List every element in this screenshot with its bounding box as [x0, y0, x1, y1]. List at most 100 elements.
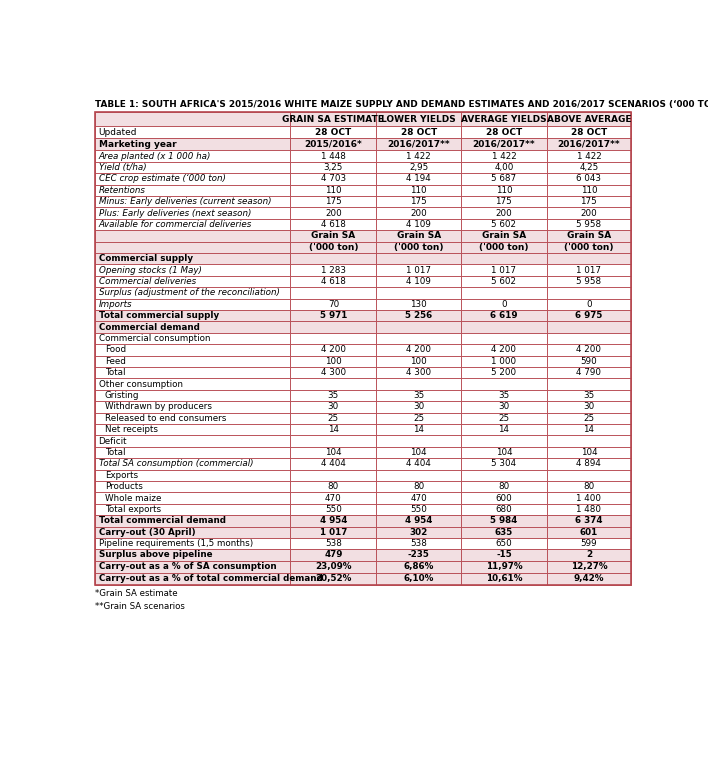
Bar — [547, 112, 631, 126]
Bar — [290, 253, 376, 264]
Bar — [376, 515, 461, 526]
Bar — [547, 435, 631, 447]
Text: **Grain SA scenarios: **Grain SA scenarios — [95, 601, 185, 611]
Text: Pipeline requirements (1,5 months): Pipeline requirements (1,5 months) — [98, 539, 253, 548]
Bar — [547, 310, 631, 322]
Text: 4,25: 4,25 — [579, 163, 598, 172]
Bar — [547, 549, 631, 561]
Bar — [290, 150, 376, 162]
Text: -235: -235 — [408, 551, 430, 559]
Bar — [95, 196, 290, 208]
Bar — [376, 196, 461, 208]
Bar — [461, 332, 547, 344]
Bar — [376, 332, 461, 344]
Bar — [376, 231, 461, 241]
Text: 28 OCT: 28 OCT — [486, 128, 522, 136]
Bar — [547, 208, 631, 219]
Bar — [290, 447, 376, 458]
Text: Grain SA: Grain SA — [567, 231, 611, 241]
Bar — [461, 264, 547, 276]
Bar — [95, 185, 290, 196]
Bar — [376, 470, 461, 481]
Bar — [376, 138, 461, 150]
Text: -15: -15 — [496, 551, 512, 559]
Bar — [376, 287, 461, 299]
Bar — [95, 299, 290, 310]
Bar — [547, 378, 631, 390]
Bar — [290, 231, 376, 241]
Bar — [376, 344, 461, 355]
Bar — [95, 470, 290, 481]
Text: Surplus (adjustment of the reconciliation): Surplus (adjustment of the reconciliatio… — [98, 288, 280, 297]
Bar — [547, 332, 631, 344]
Bar — [461, 390, 547, 401]
Text: Yield (t/ha): Yield (t/ha) — [98, 163, 146, 172]
Bar — [95, 332, 290, 344]
Bar — [290, 435, 376, 447]
Text: Net receipts: Net receipts — [105, 425, 158, 434]
Bar — [461, 173, 547, 185]
Bar — [95, 481, 290, 493]
Text: AVERAGE YIELDS: AVERAGE YIELDS — [461, 115, 547, 123]
Text: 5 984: 5 984 — [490, 516, 518, 525]
Bar — [376, 401, 461, 413]
Bar — [547, 538, 631, 549]
Bar — [290, 310, 376, 322]
Bar — [376, 458, 461, 470]
Text: 10,61%: 10,61% — [486, 574, 522, 583]
Text: 1 422: 1 422 — [576, 152, 601, 161]
Text: 110: 110 — [325, 186, 342, 195]
Bar — [95, 493, 290, 504]
Text: 25: 25 — [583, 414, 595, 423]
Text: 200: 200 — [581, 208, 598, 218]
Bar — [290, 561, 376, 573]
Text: Products: Products — [105, 482, 142, 491]
Text: 4 200: 4 200 — [576, 345, 601, 355]
Bar — [461, 447, 547, 458]
Text: 5 200: 5 200 — [491, 368, 516, 377]
Bar — [376, 493, 461, 504]
Text: 175: 175 — [581, 197, 598, 206]
Bar — [376, 538, 461, 549]
Bar — [376, 276, 461, 287]
Bar — [376, 322, 461, 332]
Text: 4 109: 4 109 — [406, 277, 431, 286]
Text: ('000 ton): ('000 ton) — [479, 243, 529, 252]
Bar — [547, 299, 631, 310]
Text: 680: 680 — [496, 505, 513, 514]
Text: GRAIN SA ESTIMATE: GRAIN SA ESTIMATE — [282, 115, 384, 123]
Bar — [461, 573, 547, 584]
Text: 14: 14 — [413, 425, 424, 434]
Bar — [376, 390, 461, 401]
Text: 2016/2017**: 2016/2017** — [472, 139, 535, 149]
Bar — [95, 162, 290, 173]
Bar — [547, 573, 631, 584]
Bar — [547, 162, 631, 173]
Text: Retentions: Retentions — [98, 186, 145, 195]
Text: Area planted (x 1 000 ha): Area planted (x 1 000 ha) — [98, 152, 211, 161]
Bar — [547, 219, 631, 231]
Bar — [95, 150, 290, 162]
Text: Total commercial demand: Total commercial demand — [98, 516, 226, 525]
Bar — [547, 493, 631, 504]
Bar — [547, 322, 631, 332]
Text: 4 790: 4 790 — [576, 368, 601, 377]
Text: Deficit: Deficit — [98, 437, 127, 446]
Bar — [95, 561, 290, 573]
Text: Marketing year: Marketing year — [98, 139, 176, 149]
Text: 104: 104 — [411, 448, 427, 457]
Text: Total: Total — [105, 448, 125, 457]
Text: Carry-out (30 April): Carry-out (30 April) — [98, 528, 195, 537]
Bar — [290, 185, 376, 196]
Bar — [290, 138, 376, 150]
Text: 470: 470 — [325, 493, 342, 502]
Bar — [547, 241, 631, 253]
Text: LOWER YIELDS: LOWER YIELDS — [381, 115, 456, 123]
Text: 35: 35 — [413, 391, 424, 400]
Bar — [95, 241, 290, 253]
Text: CEC crop estimate (‘000 ton): CEC crop estimate (‘000 ton) — [98, 175, 225, 183]
Bar — [95, 276, 290, 287]
Bar — [461, 424, 547, 435]
Bar — [461, 481, 547, 493]
Text: 0: 0 — [586, 300, 592, 309]
